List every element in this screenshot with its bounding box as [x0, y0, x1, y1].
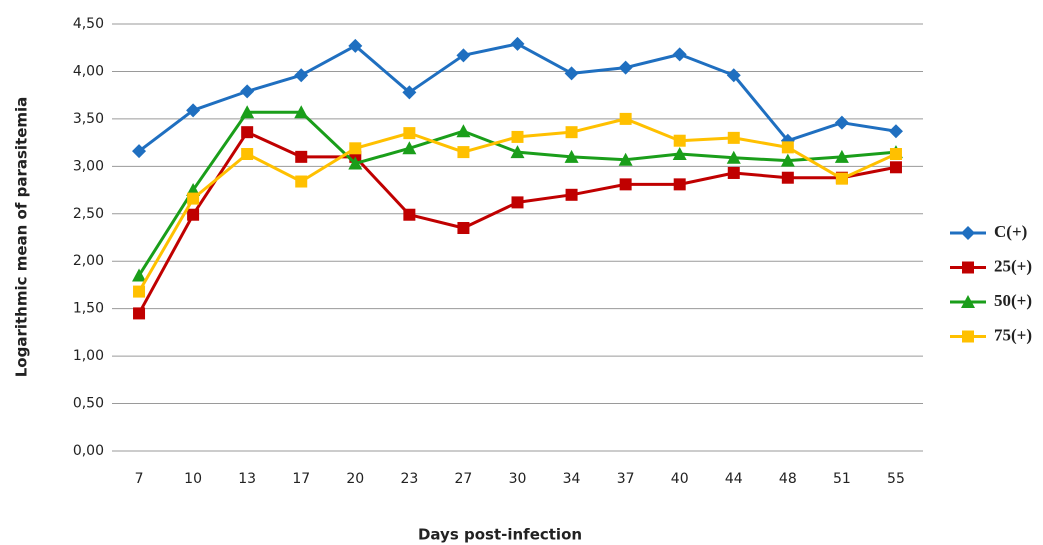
marker	[564, 149, 579, 163]
x-tick-label: 27	[455, 471, 473, 487]
marker	[348, 156, 363, 170]
marker	[348, 38, 363, 53]
y-tick-label: 4,50	[73, 16, 104, 32]
marker	[510, 36, 525, 51]
x-tick-label: 55	[887, 471, 905, 487]
x-tick-label: 10	[184, 471, 202, 487]
x-tick-label: 48	[779, 471, 797, 487]
y-tick-label: 3,00	[73, 158, 104, 174]
legend-label: 25(+)	[994, 256, 1032, 275]
marker	[349, 142, 362, 155]
marker	[889, 161, 902, 174]
x-tick-label: 7	[135, 471, 144, 487]
marker	[888, 124, 903, 139]
marker	[295, 175, 308, 188]
marker	[456, 48, 471, 63]
marker	[834, 115, 849, 130]
marker	[294, 68, 309, 83]
marker	[132, 144, 147, 159]
marker	[403, 208, 416, 221]
x-tick-label: 30	[509, 471, 527, 487]
marker	[294, 105, 309, 119]
x-tick-label: 34	[563, 471, 581, 487]
y-tick-label: 1,50	[73, 301, 104, 317]
marker	[133, 285, 146, 298]
x-tick-label: 51	[833, 471, 851, 487]
marker	[240, 105, 255, 119]
x-tick-label: 40	[671, 471, 689, 487]
marker	[780, 153, 795, 167]
marker	[457, 222, 470, 235]
marker	[186, 103, 201, 118]
marker	[619, 112, 632, 125]
legend-label: 50(+)	[994, 291, 1032, 310]
marker	[727, 166, 740, 179]
marker	[510, 145, 525, 159]
marker	[889, 147, 902, 160]
x-tick-label: 44	[725, 471, 743, 487]
y-tick-label: 2,00	[73, 253, 104, 269]
marker	[673, 178, 686, 191]
y-tick-label: 0,50	[73, 396, 104, 412]
marker	[834, 149, 849, 163]
marker	[565, 188, 578, 201]
marker	[619, 178, 632, 191]
marker	[564, 66, 579, 81]
y-tick-label: 1,00	[73, 348, 104, 364]
marker	[726, 68, 741, 83]
marker	[456, 124, 471, 138]
marker	[457, 146, 470, 159]
marker	[187, 208, 200, 221]
marker	[618, 60, 633, 75]
marker	[241, 126, 254, 139]
y-tick-label: 0,00	[73, 443, 104, 459]
y-tick-label: 3,50	[73, 111, 104, 127]
x-axis-label: Days post-infection	[418, 526, 582, 544]
x-tick-label: 17	[292, 471, 310, 487]
y-tick-label: 4,00	[73, 63, 104, 79]
marker	[727, 131, 740, 144]
marker	[726, 150, 741, 164]
legend-label: C(+)	[994, 222, 1027, 241]
marker	[781, 141, 794, 154]
marker	[511, 130, 524, 143]
x-tick-label: 13	[238, 471, 256, 487]
marker	[672, 146, 687, 160]
marker	[511, 196, 524, 209]
y-axis-label: Logarithmic mean of parasitemia	[13, 97, 31, 378]
marker	[240, 84, 255, 99]
marker	[618, 152, 633, 166]
marker	[187, 192, 200, 205]
marker	[133, 307, 146, 320]
legend-marker	[962, 261, 974, 274]
marker	[132, 268, 147, 282]
marker	[402, 85, 417, 100]
marker	[673, 134, 686, 147]
marker	[565, 126, 578, 139]
marker	[672, 47, 687, 62]
marker	[835, 172, 848, 185]
x-tick-label: 37	[617, 471, 635, 487]
y-tick-label: 2,50	[73, 206, 104, 222]
legend-marker	[962, 330, 974, 343]
legend-label: 75(+)	[994, 325, 1032, 344]
marker	[781, 171, 794, 184]
x-tick-label: 20	[346, 471, 364, 487]
x-tick-label: 23	[400, 471, 418, 487]
marker	[402, 141, 417, 155]
legend-marker	[961, 295, 975, 308]
marker	[295, 150, 308, 163]
marker	[241, 147, 254, 160]
legend-marker	[961, 226, 975, 240]
marker	[403, 127, 416, 140]
